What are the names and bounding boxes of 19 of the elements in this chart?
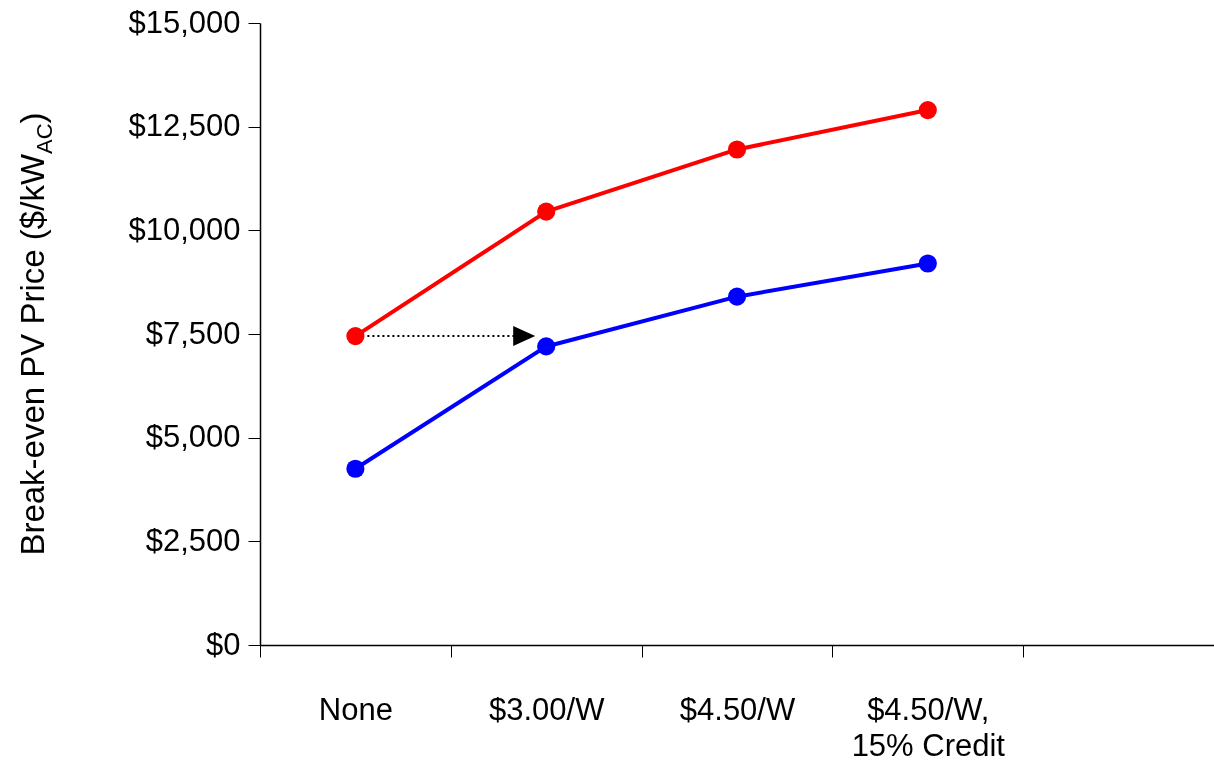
y-tick-label: $10,000	[128, 211, 241, 247]
y-tick-label: $2,500	[145, 522, 241, 558]
point	[727, 140, 747, 159]
point	[727, 287, 747, 306]
point	[346, 459, 365, 478]
x-tick-label: $4.50/W	[679, 691, 796, 727]
y-tick-label: $5,000	[145, 419, 241, 455]
x-tick-label: $4.50/W, 15% Credit	[851, 691, 1006, 763]
point	[537, 202, 556, 221]
y-tick-label: $0	[206, 626, 241, 662]
x-tick-label: None	[318, 691, 393, 727]
y-tick-label: $15,000	[128, 4, 241, 40]
y-tick-label: $12,500	[128, 108, 241, 144]
point	[346, 327, 365, 346]
x-tick-label: $3.00/W	[488, 691, 606, 727]
y-tick-label: $7,500	[145, 315, 241, 351]
point	[537, 337, 556, 356]
point	[918, 101, 937, 120]
point	[918, 254, 937, 273]
